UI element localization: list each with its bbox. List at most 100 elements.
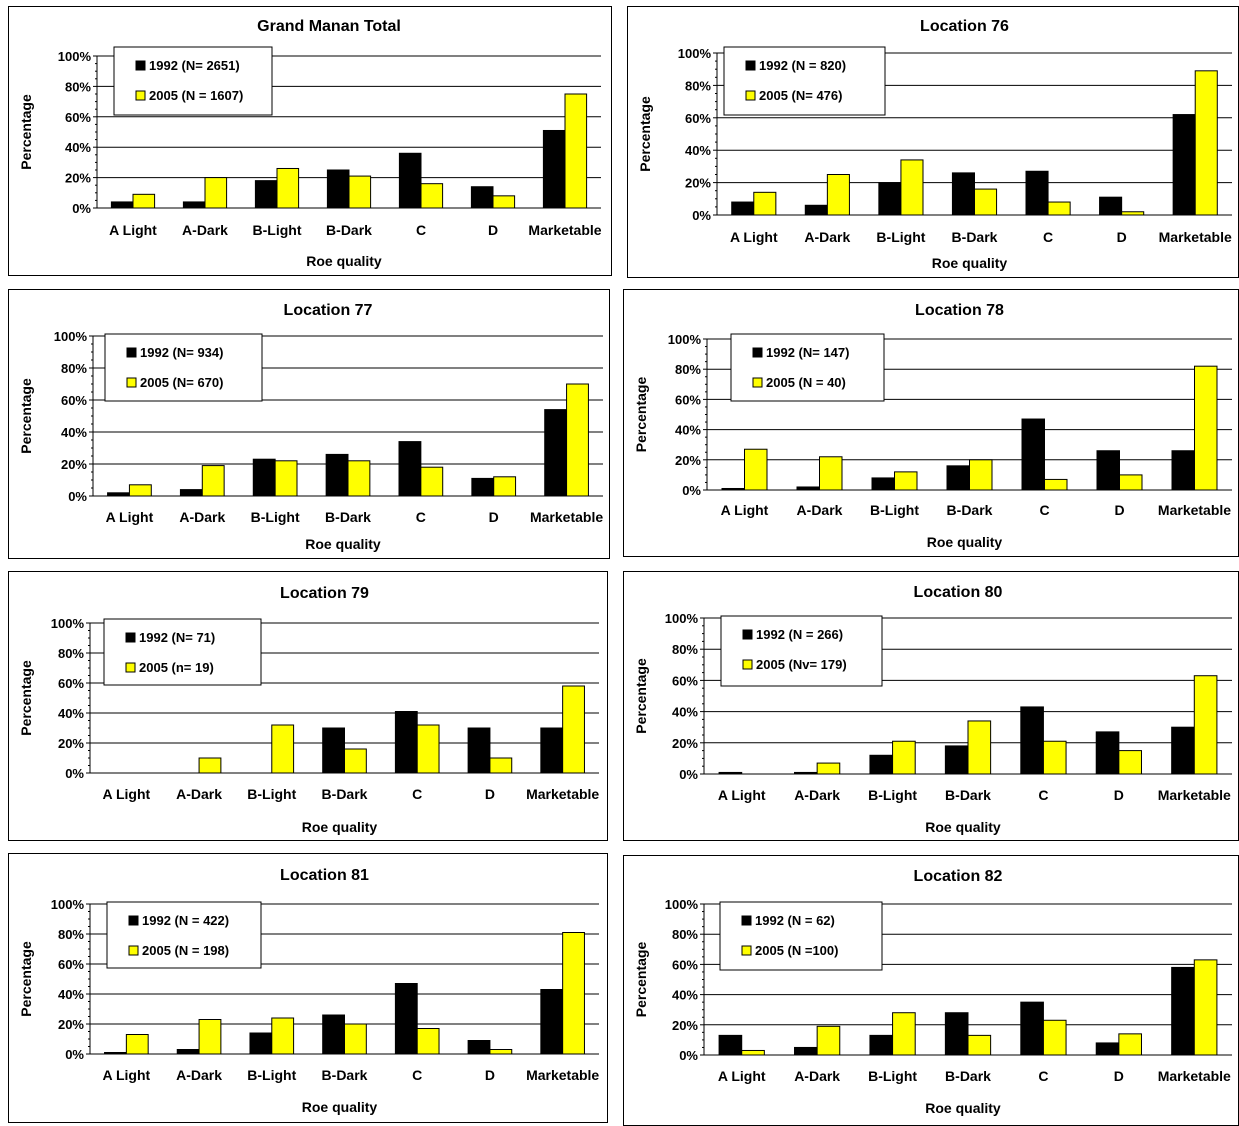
x-category-label: D [485,1067,495,1083]
bar-series2-b-light [271,724,295,774]
x-category-label: B-Dark [322,786,368,802]
bar-series1-a-dark [182,201,206,209]
legend-swatch [135,60,146,71]
x-category-label: C [412,786,422,802]
bar-series2-b-light [900,159,924,216]
bar-series1-b-light [254,180,278,209]
legend-box [730,333,885,402]
legend-label: 1992 (N= 934) [140,345,223,360]
legend-swatch [126,347,137,358]
y-axis-label: Percentage [633,658,649,734]
bar-series1-marketable [1171,726,1195,775]
legend-swatch [742,629,753,640]
legend-box [103,618,262,686]
bar-series2-marketable [1194,70,1218,216]
chart-panel-grand-manan-total: 0% 20% 40% 60% 80% 100% A Light A-Dark B-Light B-… [8,6,612,276]
y-tick-label: 0% [68,489,87,504]
y-tick-label: 20% [685,176,711,191]
y-tick-label: 20% [58,1017,84,1032]
bar-series2-a-dark [826,174,850,216]
bar-series1-b-light [249,1032,273,1055]
bar-series1-a-dark [804,204,828,216]
x-category-label: D [488,222,498,238]
bar-series2-marketable [1194,365,1218,491]
y-axis-label: Percentage [633,377,649,453]
y-tick-label: 20% [672,736,698,751]
bar-series2-b-light [271,1017,295,1055]
x-category-label: A-Dark [794,787,840,803]
chart-panel-location-77: 0% 20% 40% 60% 80% 100% A Light A-Dark B-Light B-… [8,289,610,559]
y-axis-label: Percentage [18,94,34,170]
x-category-label: A-Dark [804,229,850,245]
bar-series2-a-light [741,1049,765,1056]
bar-series1-c [394,711,418,774]
bar-series2-marketable [1193,675,1218,775]
x-category-label: D [1117,229,1127,245]
chart-title: Location 79 [280,585,369,602]
bar-series2-b-dark [344,748,367,774]
y-tick-label: 40% [685,143,711,158]
y-tick-label: 60% [58,957,84,972]
x-category-label: Marketable [1158,787,1231,803]
bar-series2-b-dark [969,459,993,491]
y-axis-label: Percentage [18,660,34,736]
x-category-label: B-Light [251,509,300,525]
legend-label: 2005 (n= 19) [139,660,214,675]
x-category-label: A-Dark [179,509,225,525]
x-category-label: A-Dark [182,222,228,238]
bar-series1-d [470,186,494,209]
y-tick-label: 40% [58,987,84,1002]
bar-series2-marketable [562,932,585,1055]
bar-chart: 0% 20% 40% 60% 80% 100% A Light A-Dark B-Light B-… [633,302,1232,550]
x-category-label: Marketable [530,509,603,525]
bar-series2-a-dark [816,1025,841,1056]
legend-swatch [125,662,136,673]
y-tick-label: 40% [672,705,698,720]
bar-series2-a-dark [819,456,843,491]
chart-panel-location-79: 0% 20% 40% 60% 80% 100% A Light A-Dark B-Light B-… [8,571,608,841]
y-tick-label: 80% [685,78,711,93]
bar-series1-c [394,983,418,1055]
bar-series2-c [1044,478,1068,491]
legend-swatch [745,60,756,71]
bar-series2-b-dark [967,720,992,775]
bar-series1-marketable [1171,450,1195,491]
bar-series1-marketable [1172,114,1196,216]
y-tick-label: 100% [51,616,85,631]
y-tick-label: 80% [58,646,84,661]
legend-swatch [128,945,139,956]
x-category-label: D [1114,787,1124,803]
bar-series2-marketable [564,93,588,209]
x-axis-label: Roe quality [302,1099,378,1115]
bar-series1-a-light [718,1034,743,1056]
legend-label: 2005 (N= 670) [140,375,223,390]
bar-series2-d [493,476,517,497]
legend-swatch [752,377,763,388]
y-tick-label: 100% [51,897,85,912]
bar-series1-b-dark [944,745,969,775]
bar-series2-b-dark [974,188,998,216]
chart-panel-location-80: 0% 20% 40% 60% 80% 100% A Light A-Dark B-Light B-… [623,571,1239,841]
legend-label: 1992 (N = 266) [756,627,843,642]
y-tick-label: 60% [58,676,84,691]
y-tick-label: 40% [672,988,698,1003]
chart-title: Grand Manan Total [257,18,401,35]
y-tick-label: 100% [668,332,702,347]
bar-series2-b-dark [967,1034,992,1056]
x-category-label: D [1114,502,1124,518]
x-axis-label: Roe quality [925,1100,1001,1116]
bar-series1-d [467,727,491,774]
bar-series1-marketable [542,129,566,209]
bar-series2-b-light [276,167,300,209]
bar-series2-c [416,724,440,774]
y-tick-label: 80% [672,927,698,942]
y-tick-label: 20% [58,736,84,751]
chart-title: Location 80 [914,584,1003,601]
bar-series1-d [1096,450,1120,491]
bar-series1-c [1020,1001,1044,1056]
bar-series1-c [1021,418,1045,491]
x-category-label: B-Dark [952,229,998,245]
legend-label: 1992 (N = 62) [755,913,835,928]
x-category-label: A Light [106,509,154,525]
legend-swatch [741,945,752,956]
